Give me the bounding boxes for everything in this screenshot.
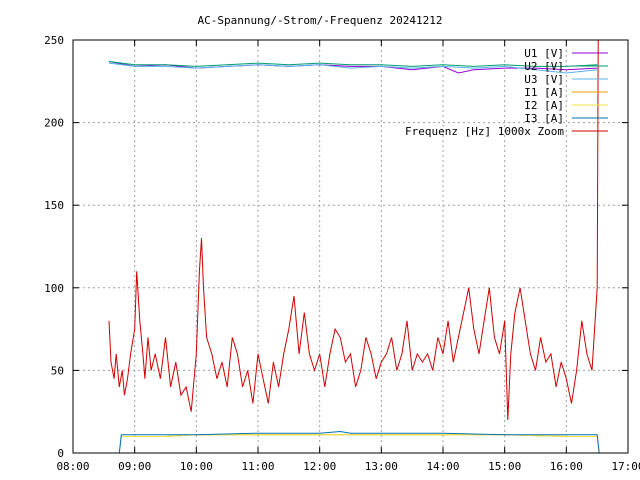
series-line-6 [109, 430, 600, 454]
legend-label: I2 [A] [524, 99, 564, 112]
x-tick-label: 13:00 [365, 460, 398, 473]
x-tick-label: 16:00 [550, 460, 583, 473]
legend-label: Frequenz [Hz] 1000x Zoom [405, 125, 564, 138]
legend-label: U2 [V] [524, 60, 564, 73]
y-tick-label: 0 [57, 447, 64, 460]
x-tick-label: 09:00 [118, 460, 151, 473]
y-tick-label: 50 [51, 364, 64, 377]
series-line-2 [108, 61, 598, 67]
y-tick-label: 150 [44, 199, 64, 212]
x-tick-label: 08:00 [56, 460, 89, 473]
x-tick-label: 11:00 [241, 460, 274, 473]
legend-label: U3 [V] [524, 73, 564, 86]
legend-label: I1 [A] [524, 86, 564, 99]
legend: U1 [V]U2 [V]U3 [V]I1 [A]I2 [A]I3 [A]Freq… [405, 47, 608, 138]
x-tick-label: 10:00 [180, 460, 213, 473]
series-lines [108, 39, 600, 454]
legend-label: I3 [A] [524, 112, 564, 125]
plot-border [72, 39, 629, 454]
y-tick-label: 200 [44, 117, 64, 130]
series-line-3 [108, 62, 598, 74]
x-tick-label: 17:00 [611, 460, 640, 473]
y-tick-label: 250 [44, 34, 64, 47]
chart-title: AC-Spannung/-Strom/-Frequenz 20241212 [197, 14, 442, 27]
x-tick-label: 15:00 [488, 460, 521, 473]
grid [73, 40, 628, 453]
x-tick-label: 14:00 [426, 460, 459, 473]
x-tick-label: 12:00 [303, 460, 336, 473]
series-line-7 [108, 39, 599, 421]
legend-label: U1 [V] [524, 47, 564, 60]
y-tick-label: 100 [44, 282, 64, 295]
